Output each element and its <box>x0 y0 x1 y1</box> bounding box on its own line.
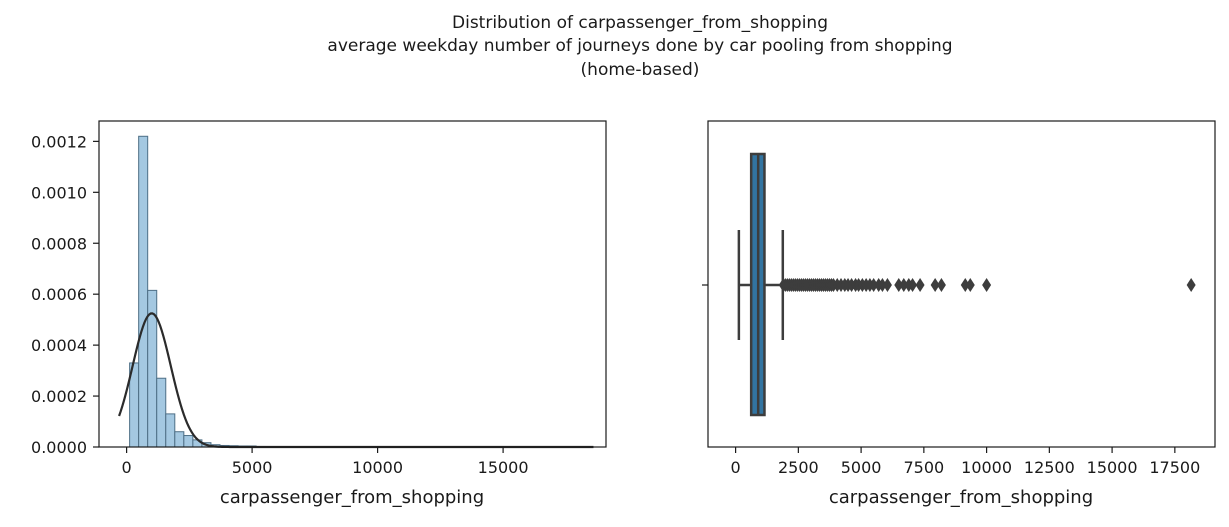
boxplot-x-tick-label: 10000 <box>961 458 1012 477</box>
boxplot-x-tick-label: 15000 <box>1087 458 1138 477</box>
boxplot-x-tick-label: 0 <box>731 458 741 477</box>
histogram-x-axis-label: carpassenger_from_shopping <box>220 487 484 508</box>
boxplot-x-tick-label: 12500 <box>1024 458 1075 477</box>
histogram-y-tick-label: 0.0004 <box>31 336 87 355</box>
histogram-y-tick-label: 0.0002 <box>31 387 87 406</box>
histogram-axes-frame <box>99 121 606 447</box>
figure-title-line-2: average weekday number of journeys done … <box>327 36 952 56</box>
histogram-x-ticks: 0 5000 10000 15000 <box>122 447 529 477</box>
figure-title: Distribution of carpassenger_from_shoppi… <box>327 13 952 80</box>
histogram-bars <box>130 136 383 447</box>
boxplot-x-tick-label: 2500 <box>778 458 819 477</box>
histogram-x-tick-label: 0 <box>122 458 132 477</box>
histogram-y-ticks: 0.0000 0.0002 0.0004 0.0006 0.0008 0.0010 0.00… <box>31 132 99 457</box>
histogram-x-tick-label: 10000 <box>352 458 403 477</box>
histogram-y-tick-label: 0.0006 <box>31 285 87 304</box>
boxplot-outlier-point <box>937 278 946 292</box>
histogram-bar <box>175 432 184 447</box>
histogram-y-tick-label: 0.0012 <box>31 132 87 151</box>
histogram-y-tick-label: 0.0000 <box>31 438 87 457</box>
histogram-x-tick-label: 15000 <box>478 458 529 477</box>
histogram-panel: 0 5000 10000 15000 0.0000 0.0002 0.0004 0.0006… <box>31 121 606 508</box>
boxplot-elements <box>739 154 783 415</box>
histogram-bar <box>184 436 193 447</box>
boxplot-x-axis-label: carpassenger_from_shopping <box>829 487 1093 508</box>
boxplot-panel: 0 2500 5000 7500 10000 12500 15000 17500 carpas… <box>702 121 1215 508</box>
boxplot-x-tick-label: 5000 <box>841 458 882 477</box>
figure-title-line-3: (home-based) <box>581 60 700 80</box>
kde-fit-curve <box>119 313 593 447</box>
boxplot-outlier-point <box>982 278 991 292</box>
histogram-bar <box>139 136 148 447</box>
boxplot-x-tick-label: 7500 <box>903 458 944 477</box>
histogram-y-tick-label: 0.0008 <box>31 234 87 253</box>
boxplot-x-ticks: 0 2500 5000 7500 10000 12500 15000 17500 <box>731 447 1201 477</box>
boxplot-outlier-point <box>916 278 925 292</box>
boxplot-x-tick-label: 17500 <box>1149 458 1200 477</box>
histogram-x-tick-label: 5000 <box>232 458 273 477</box>
histogram-bar <box>166 414 175 447</box>
boxplot-outlier-point <box>966 278 975 292</box>
figure-title-line-1: Distribution of carpassenger_from_shoppi… <box>452 13 828 33</box>
boxplot-outlier-point <box>1187 278 1196 292</box>
boxplot-outlier-point <box>883 278 892 292</box>
histogram-bar <box>157 378 166 447</box>
boxplot-outliers <box>779 278 1196 292</box>
histogram-y-tick-label: 0.0010 <box>31 183 87 202</box>
